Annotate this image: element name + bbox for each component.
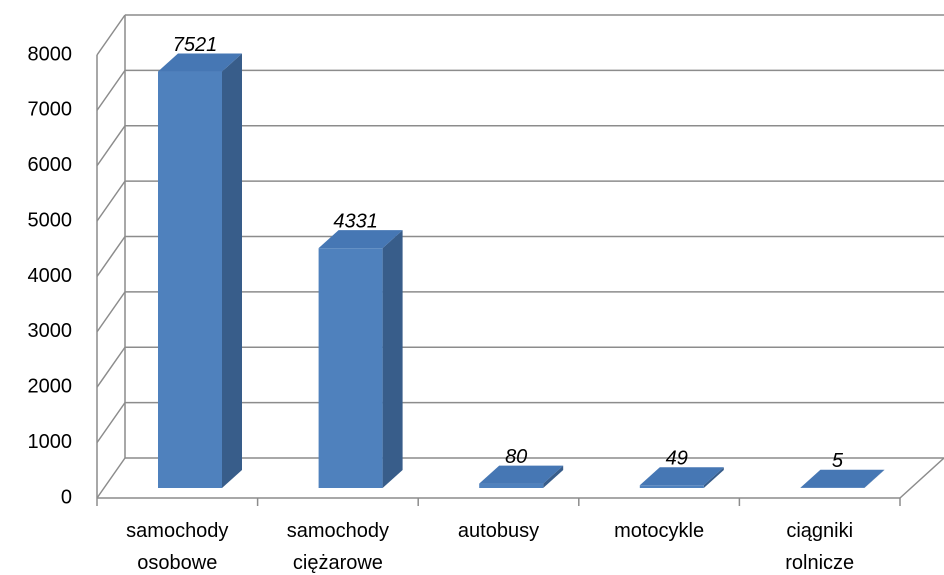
value-label: 49 [666,448,688,470]
y-tick-label: 5000 [28,209,73,231]
y-tick-label: 6000 [28,154,73,176]
bar-top [318,230,403,249]
value-label: 7521 [173,34,218,56]
bar-top [479,465,564,484]
value-label: 4331 [333,210,378,232]
bar-top [158,53,242,72]
bar-side [382,230,403,488]
y-tick-label: 7000 [28,99,73,121]
bar-side [222,53,242,488]
grid-line-side [96,346,126,388]
x-tick-label: samochody ciężarowe [287,520,389,574]
y-tick-label: 4000 [28,265,73,287]
value-label: 5 [832,450,844,472]
grid-line-side [96,14,126,56]
bar-top [800,469,885,488]
y-tick-label: 1000 [28,431,73,453]
x-tick-label: autobusy [458,520,539,542]
x-tick-label: samochody osobowe [126,520,228,574]
y-tick-label: 3000 [28,320,73,342]
bar-side [703,467,724,488]
grid-line-side [96,457,126,499]
bar-side [864,469,885,488]
y-tick-label: 0 [61,486,72,508]
bar [639,485,704,488]
bar [318,248,383,488]
grid-line-side [96,236,126,277]
y-tick-label: 2000 [28,376,73,398]
value-label: 80 [505,446,527,468]
x-tick-label: motocykle [614,520,704,542]
bar [158,71,222,488]
grid-line-side [96,180,126,222]
bar-side [543,465,564,488]
grid-line-side [96,125,126,167]
bar [479,483,544,488]
grid-line-side [96,69,126,111]
grid-line-side [96,402,126,444]
floor-right [899,457,944,499]
bar-top [639,467,724,486]
x-tick-label: ciągniki rolnicze [785,520,854,574]
grid-line-side [96,291,126,333]
y-tick-label: 8000 [28,43,73,65]
